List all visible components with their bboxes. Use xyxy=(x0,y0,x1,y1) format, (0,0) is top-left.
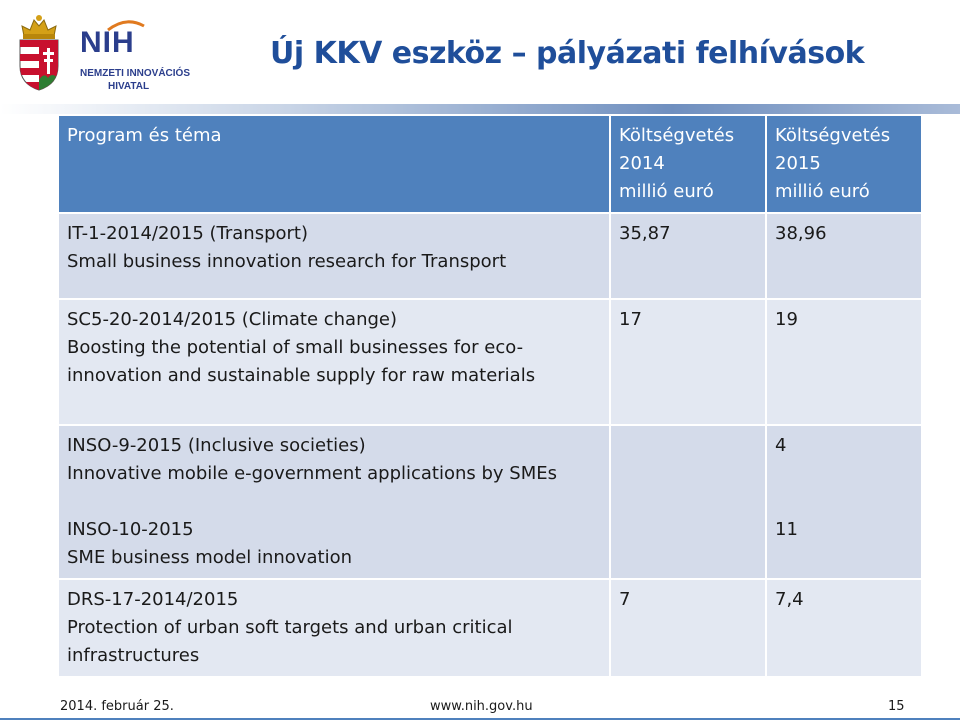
logo-line-1: NEMZETI INNOVÁCIÓS xyxy=(80,68,191,79)
logo-swoosh-icon xyxy=(107,20,145,32)
program-cell: IT-1-2014/2015 (Transport) Small busines… xyxy=(57,212,611,300)
header-rule xyxy=(0,104,960,114)
page-title: Új KKV eszköz – pályázati felhívások xyxy=(270,36,865,71)
logo-wordmark: NIH xyxy=(80,26,135,59)
budget-2014-cell: 7 xyxy=(609,578,767,678)
budget-2015-cell: 7,4 xyxy=(765,578,923,678)
budget-2015-cell: 38,96 xyxy=(765,212,923,300)
budget-2014-cell: 35,87 xyxy=(609,212,767,300)
table-row: SC5-20-2014/2015 (Climate change) Boosti… xyxy=(57,298,923,426)
nih-logo: NIH NEMZETI INNOVÁCIÓS HIVATAL xyxy=(80,18,190,94)
program-cell: SC5-20-2014/2015 (Climate change) Boosti… xyxy=(57,298,611,426)
footer-date: 2014. február 25. xyxy=(60,699,174,714)
table-header-row: Program és téma Költségvetés 2014 millió… xyxy=(57,114,923,214)
header-budget-2015: Költségvetés 2015 millió euró xyxy=(765,114,923,214)
program-cell: DRS-17-2014/2015 Protection of urban sof… xyxy=(57,578,611,678)
budget-2014-cell xyxy=(609,424,767,580)
program-cell: INSO-9-2015 (Inclusive societies) Innova… xyxy=(57,424,611,580)
header-program: Program és téma xyxy=(57,114,611,214)
funding-table: Program és téma Költségvetés 2014 millió… xyxy=(57,114,923,678)
budget-2015-cell: 4 11 xyxy=(765,424,923,580)
budget-2015-cell: 19 xyxy=(765,298,923,426)
logo-line-2: HIVATAL xyxy=(108,81,150,92)
footer-page-number: 15 xyxy=(888,699,905,714)
table-row: IT-1-2014/2015 (Transport) Small busines… xyxy=(57,212,923,300)
header-budget-2014: Költségvetés 2014 millió euró xyxy=(609,114,767,214)
budget-2014-cell: 17 xyxy=(609,298,767,426)
hungarian-coat-of-arms-icon xyxy=(19,15,59,91)
footer-bar xyxy=(0,718,960,720)
table-row: INSO-9-2015 (Inclusive societies) Innova… xyxy=(57,424,923,580)
footer-url[interactable]: www.nih.gov.hu xyxy=(430,699,533,714)
table-row: DRS-17-2014/2015 Protection of urban sof… xyxy=(57,578,923,678)
